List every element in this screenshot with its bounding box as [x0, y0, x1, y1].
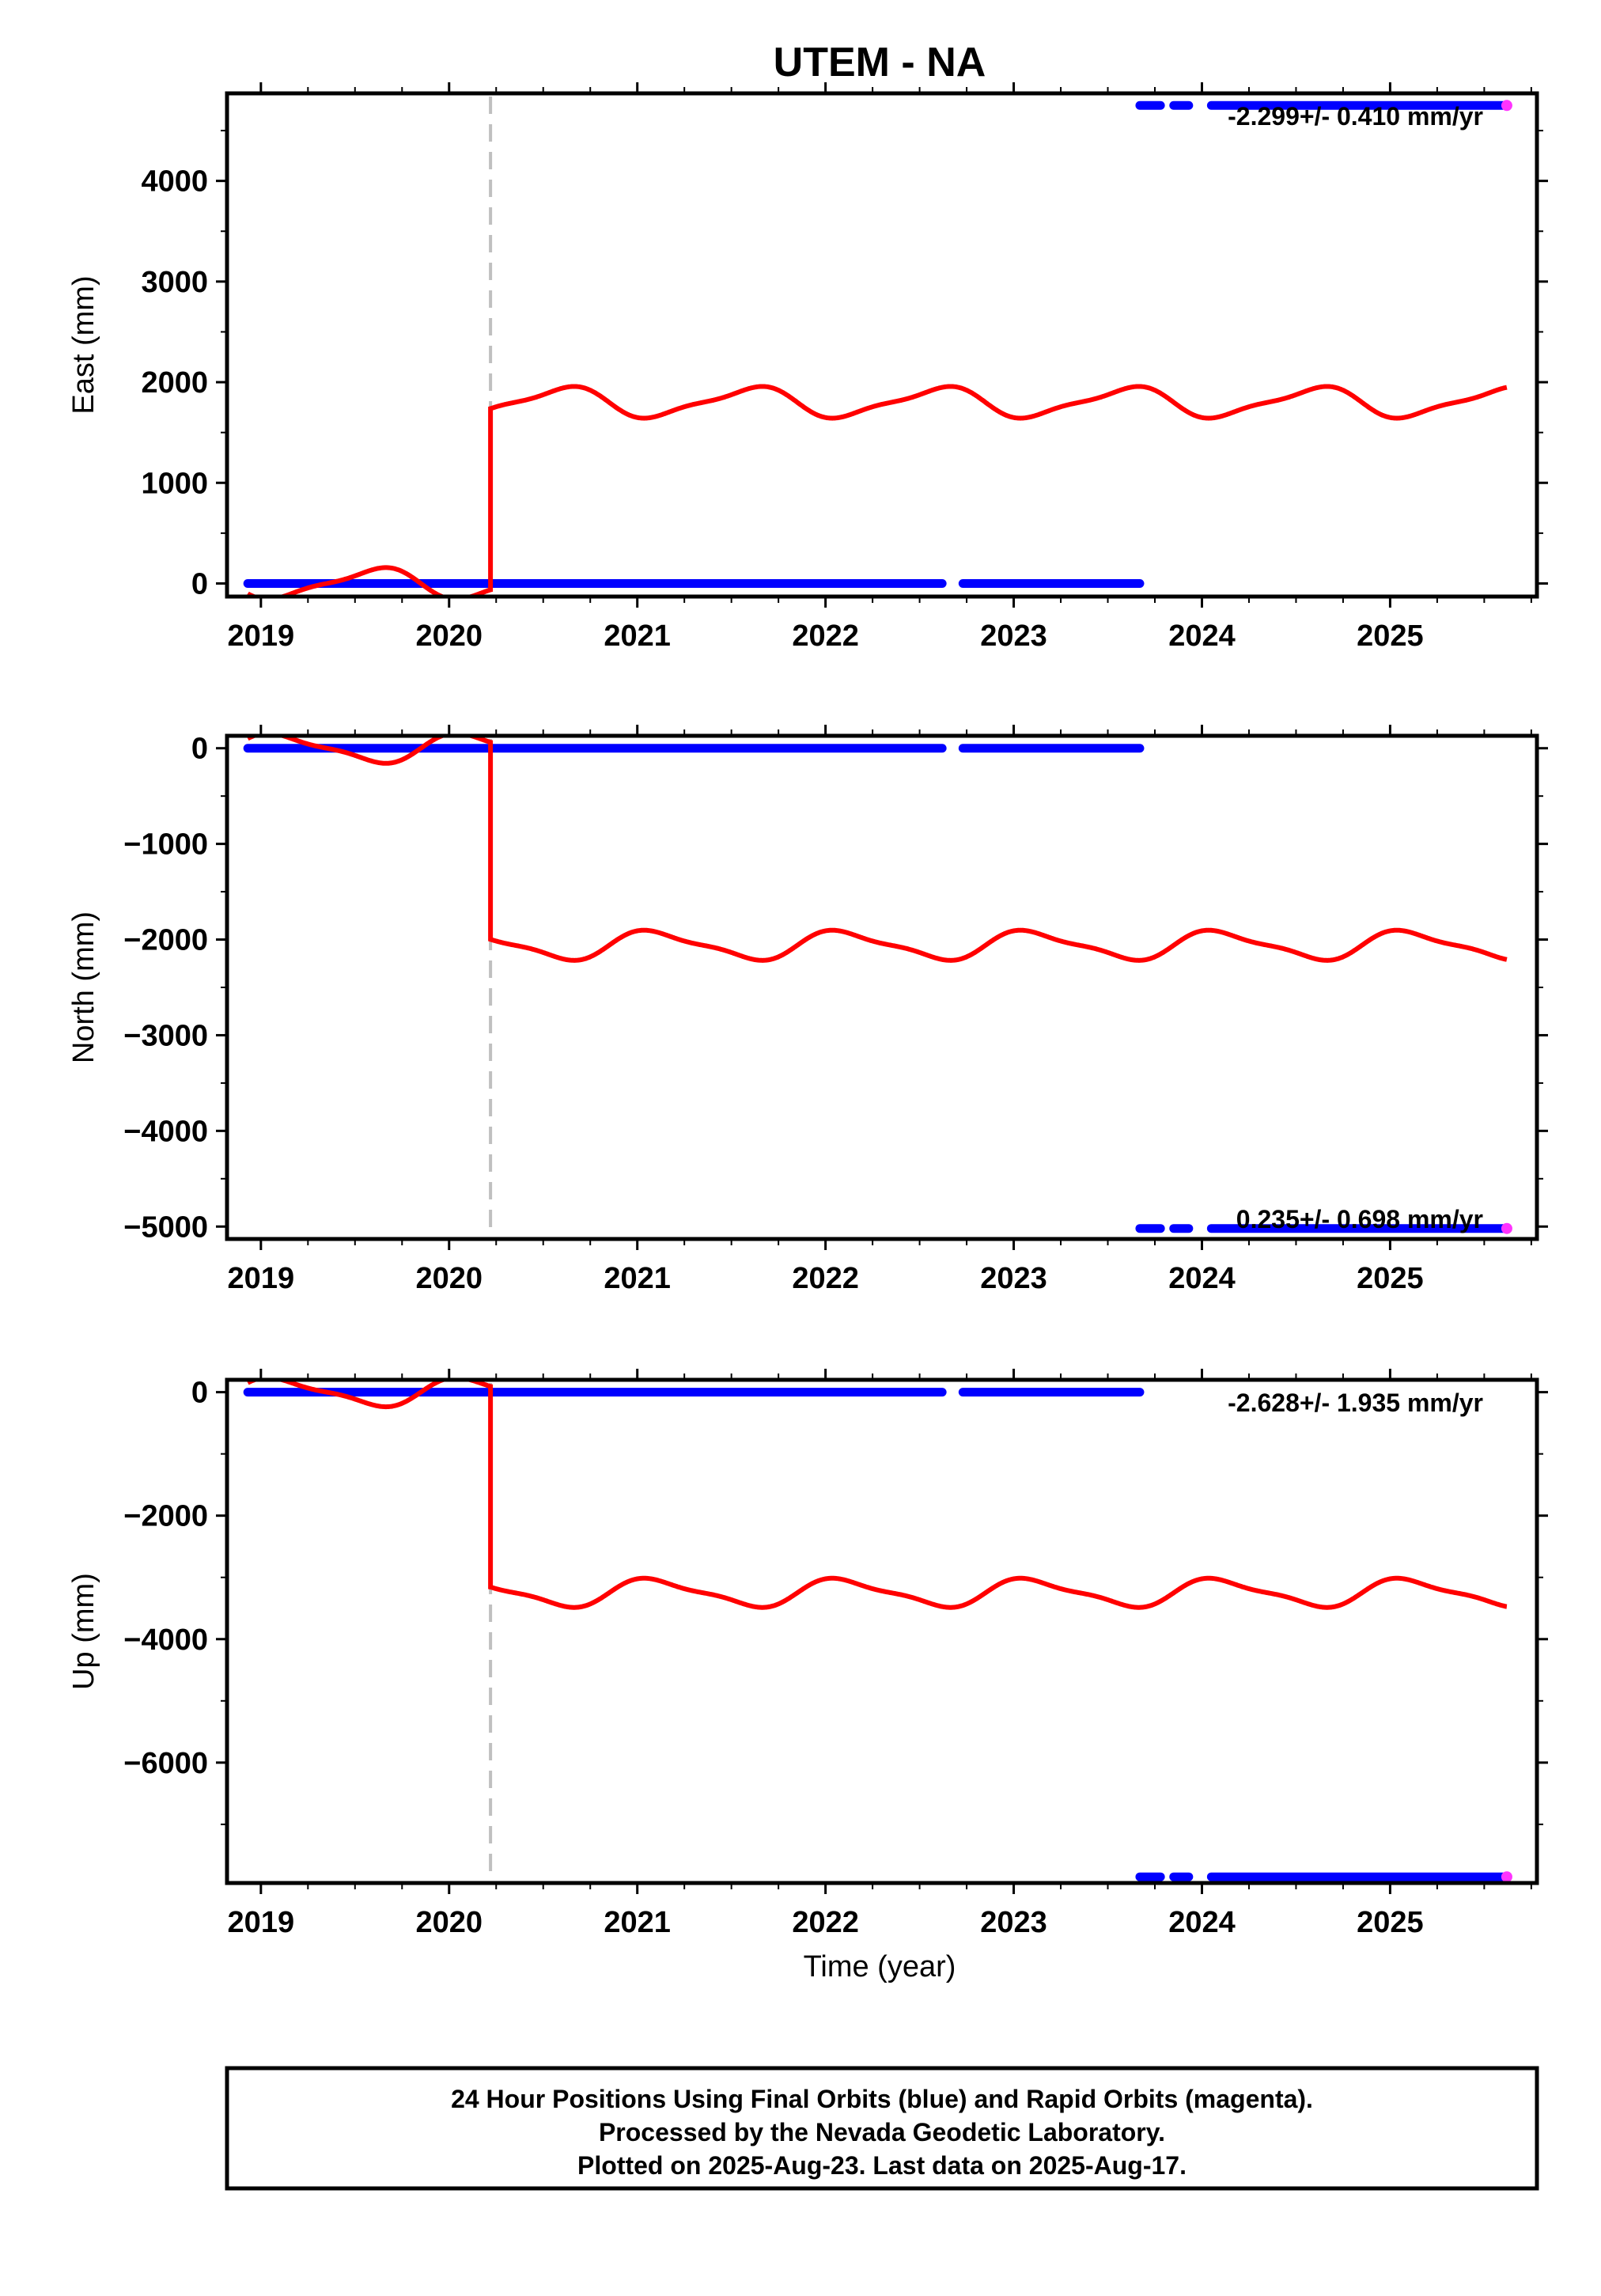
north-y-axis-label: North (mm)	[67, 911, 100, 1063]
up-plot-frame	[225, 1377, 1539, 1885]
up-rapid-orbit-point-1	[1501, 1871, 1512, 1883]
east-model-curve	[246, 384, 1508, 597]
east-plot-frame	[225, 91, 1539, 599]
up-panel: 0 −2000 −4000 −6000 2019 2020 2021 2022 2023 2024…	[67, 1369, 1548, 1939]
north-rapid-orbit-point-1	[1501, 1222, 1512, 1234]
up-final-orbit-series	[243, 1388, 1508, 1881]
x-axis-label: Time (year)	[804, 1950, 956, 1983]
east-rapid-orbit-point-1	[1501, 100, 1512, 112]
up-x-tick-label: 2024	[1168, 1906, 1236, 1939]
east-x-tick-label: 2024	[1168, 619, 1236, 653]
east-x-tick-label: 2020	[415, 619, 483, 653]
caption-line-2: Processed by the Nevada Geodetic Laborat…	[599, 2118, 1165, 2146]
north-y-tick-label: 0	[191, 733, 208, 766]
east-x-tick-label: 2025	[1357, 619, 1424, 653]
north-x-tick-label: 2023	[980, 1262, 1047, 1295]
caption-line-3: Plotted on 2025-Aug-23. Last data on 202…	[577, 2151, 1187, 2180]
north-y-tick-label: −3000	[123, 1019, 208, 1052]
caption-line-1: 24 Hour Positions Using Final Orbits (bl…	[451, 2085, 1313, 2113]
north-final-orbit-series	[243, 744, 1508, 1233]
east-x-tick-label: 2022	[792, 619, 859, 653]
east-y-tick-label: 3000	[141, 266, 208, 299]
north-y-tick-label: −1000	[123, 828, 208, 862]
chart-title: UTEM - NA	[774, 40, 986, 85]
up-y-tick-label: −6000	[123, 1747, 208, 1780]
north-panel: 0 −1000 −2000 −3000 −4000 −5000 2019 2020 2021 20…	[67, 725, 1548, 1295]
up-x-tick-label: 2023	[980, 1906, 1047, 1939]
east-y-tick-label: 0	[191, 567, 208, 601]
north-x-tick-label: 2025	[1357, 1262, 1424, 1295]
up-y-tick-label: −2000	[123, 1500, 208, 1533]
east-y-tick-label: 2000	[141, 366, 208, 400]
north-y-tick-label: −2000	[123, 924, 208, 957]
north-x-tick-label: 2019	[228, 1262, 295, 1295]
east-y-tick-label: 1000	[141, 467, 208, 500]
north-y-tick-label: −4000	[123, 1115, 208, 1148]
east-panel: 0 1000 2000 3000 4000 2019 2020 2021 2022 2023 202…	[67, 82, 1548, 653]
east-x-tick-label: 2021	[604, 619, 671, 653]
up-y-axis-label: Up (mm)	[67, 1573, 100, 1690]
north-model-curve	[246, 736, 1508, 963]
up-y-tick-label: −4000	[123, 1623, 208, 1657]
up-rate-text: -2.628+/- 1.935 mm/yr	[1228, 1389, 1483, 1417]
up-y-tick-label: 0	[191, 1377, 208, 1410]
east-x-tick-label: 2019	[228, 619, 295, 653]
up-x-tick-label: 2021	[604, 1906, 671, 1939]
up-model-curve	[246, 1380, 1508, 1610]
north-x-tick-label: 2022	[792, 1262, 859, 1295]
east-y-tick-label: 4000	[141, 165, 208, 199]
panels-group: 0 1000 2000 3000 4000 2019 2020 2021 2022 2023 202…	[67, 82, 1548, 1939]
east-x-tick-label: 2023	[980, 619, 1047, 653]
north-x-tick-label: 2020	[415, 1262, 483, 1295]
north-y-tick-label: −5000	[123, 1211, 208, 1244]
up-x-tick-label: 2019	[228, 1906, 295, 1939]
up-x-tick-label: 2022	[792, 1906, 859, 1939]
up-x-tick-label: 2020	[415, 1906, 483, 1939]
up-x-tick-label: 2025	[1357, 1906, 1424, 1939]
east-y-axis-label: East (mm)	[67, 275, 100, 414]
caption-box	[225, 2066, 1539, 2191]
east-rate-text: -2.299+/- 0.410 mm/yr	[1228, 102, 1483, 131]
north-x-tick-label: 2024	[1168, 1262, 1236, 1295]
east-final-orbit-series	[243, 100, 1508, 588]
north-x-tick-label: 2021	[604, 1262, 671, 1295]
north-rate-text: 0.235+/- 0.698 mm/yr	[1236, 1205, 1483, 1233]
